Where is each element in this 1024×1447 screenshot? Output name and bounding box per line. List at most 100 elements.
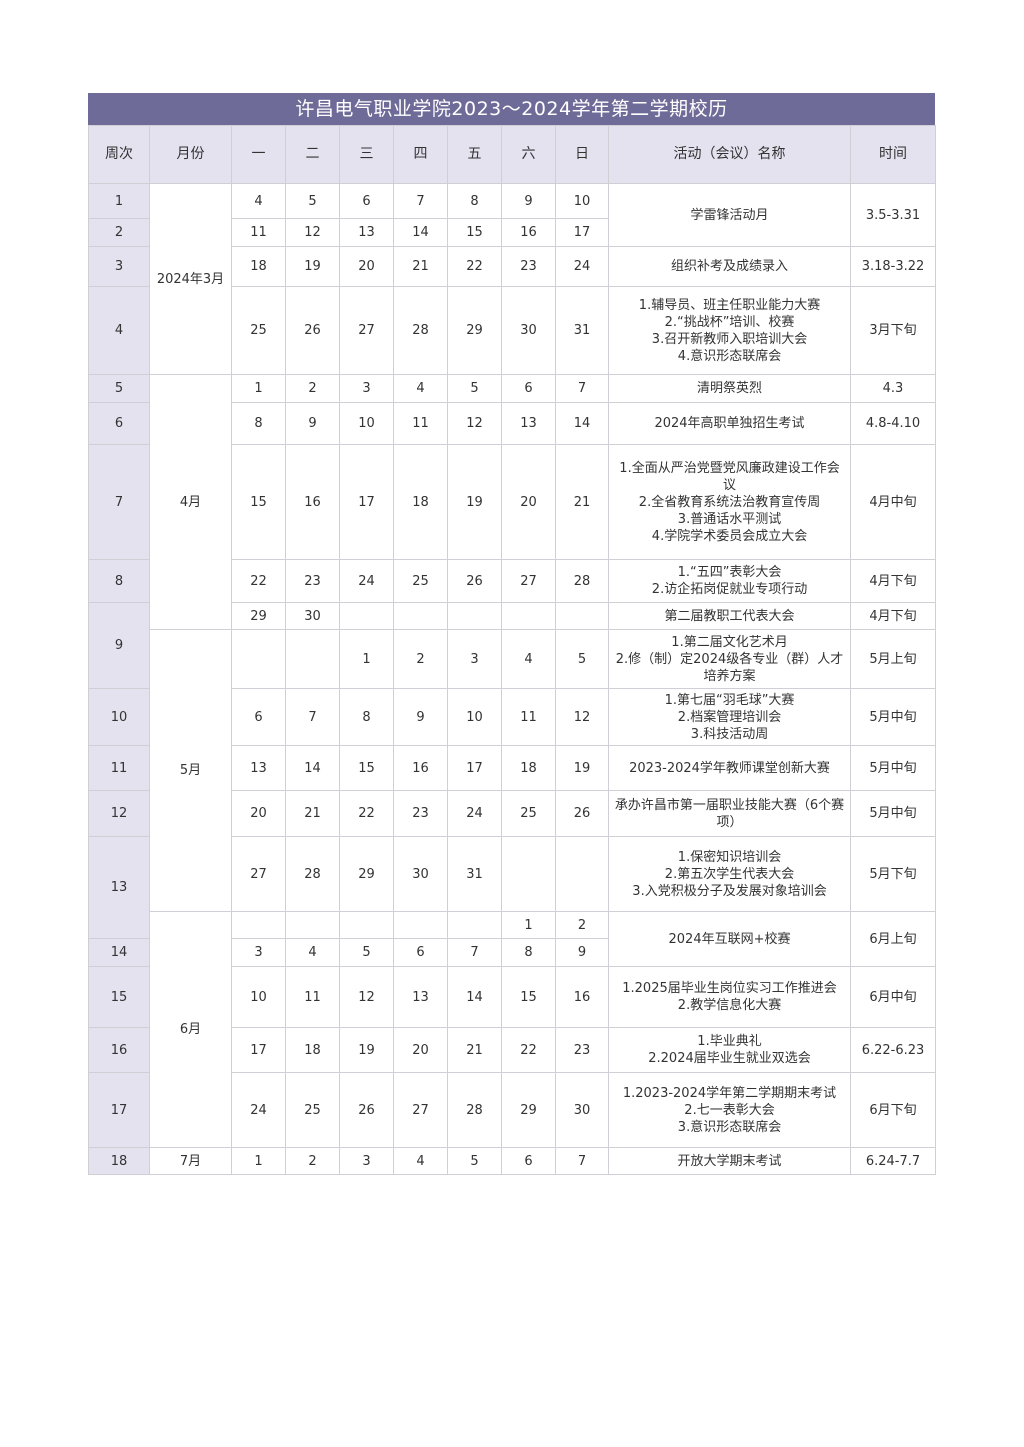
day-cell: 5: [447, 374, 502, 403]
activity-cell: 1.第二届文化艺术月 2.修（制）定2024级各专业（群）人才培养方案: [608, 629, 851, 689]
day-cell: 5: [555, 629, 609, 689]
time-cell: 6.24-7.7: [850, 1147, 936, 1175]
day-cell: [339, 911, 394, 939]
activity-line: 学雷锋活动月: [690, 207, 769, 223]
day-cell: 20: [231, 790, 286, 837]
column-header: 时间: [850, 125, 936, 184]
day-cell: 2: [285, 1147, 340, 1175]
column-header: 日: [555, 125, 609, 184]
day-cell: 28: [555, 559, 609, 603]
activity-line: 1.辅导员、班主任职业能力大赛: [638, 297, 821, 313]
table-row: 5 4月 1 2 3 4 5 6 7 清明祭英烈 4.3: [88, 374, 936, 630]
day-cell: 10: [231, 966, 286, 1028]
time-cell: 5月中旬: [850, 790, 936, 837]
day-cell: 4: [501, 629, 556, 689]
day-cell: 6: [393, 938, 448, 967]
day-cell: 6: [501, 1147, 556, 1175]
activity-line: 2024年互联网+校赛: [668, 931, 791, 947]
activity-cell: 1.2023-2024学年第二学期期末考试 2.七一表彰大会 3.意识形态联席会: [608, 1072, 851, 1148]
day-cell: 17: [447, 745, 502, 791]
activity-cell: 2023-2024学年教师课堂创新大赛: [608, 745, 851, 791]
month-cell: 4月: [149, 374, 232, 630]
day-cell: [501, 836, 556, 912]
day-cell: 8: [339, 688, 394, 746]
day-cell: 21: [393, 246, 448, 287]
day-cell: 11: [285, 966, 340, 1028]
activity-cell: 1.第七届“羽毛球”大赛 2.档案管理培训会 3.科技活动周: [608, 688, 851, 746]
week-number: 1: [88, 183, 150, 219]
day-cell: 28: [285, 836, 340, 912]
table-row: 15 10 11 12 13 14 15 16 1.2025届毕业生岗位实习工作推进会 2.教学信…: [88, 966, 936, 1028]
activity-line: 1.全面从严治党暨党风廉政建设工作会议: [619, 460, 840, 493]
day-cell: [555, 602, 609, 630]
day-cell: 29: [339, 836, 394, 912]
column-header: 六: [501, 125, 556, 184]
week-number: 8: [88, 559, 150, 603]
table-row: 3 18 19 20 21 22 23 24 组织补考及成绩录入 3.18-3.22: [88, 246, 936, 287]
day-cell: 1: [501, 911, 556, 939]
time-cell: 4月下旬: [850, 559, 936, 603]
week-number: 15: [88, 966, 150, 1028]
day-cell: 22: [501, 1027, 556, 1073]
time-cell: 5月中旬: [850, 688, 936, 746]
day-cell: 21: [447, 1027, 502, 1073]
time-cell: 3.18-3.22: [850, 246, 936, 287]
table-row: 13 27 28 29 30 31 1.保密知识培训会 2.第五次学生代表大会 3.入党积极分子…: [88, 836, 936, 939]
activity-line: 2024年高职单独招生考试: [654, 416, 805, 431]
column-header: 周次: [88, 125, 150, 184]
week-number: 4: [88, 286, 150, 375]
day-cell: 31: [555, 286, 609, 375]
week-number: 16: [88, 1027, 150, 1073]
activity-line: 3.召开新教师入职培训大会: [651, 331, 808, 347]
day-cell: 29: [231, 602, 286, 630]
activity-line: 第二届教职工代表大会: [664, 608, 795, 624]
day-cell: 28: [393, 286, 448, 375]
time-cell: 4月中旬: [850, 444, 936, 560]
day-cell: 12: [447, 402, 502, 445]
week-number: 7: [88, 444, 150, 560]
activity-line: 2.七一表彰大会: [684, 1102, 775, 1118]
day-cell: 30: [501, 286, 556, 375]
day-cell: [285, 911, 340, 939]
activity-line: 1.“五四”表彰大会: [677, 565, 782, 580]
day-cell: 2: [555, 911, 609, 939]
day-cell: 4: [393, 374, 448, 403]
activity-cell: 开放大学期末考试: [608, 1147, 851, 1175]
day-cell: 16: [393, 745, 448, 791]
activity-cell: 承办许昌市第一届职业技能大赛（6个赛项）: [608, 790, 851, 837]
calendar-table: 周次 月份一二三四五六日活动（会议）名称 时间 1 2024年3月 4 5 6 7 8 9 10 学雷…: [88, 125, 936, 1175]
week-number: 9: [88, 602, 150, 689]
month-cell: 7月: [149, 1147, 232, 1175]
time-cell: 6.22-6.23: [850, 1027, 936, 1073]
table-row: 10 6 7 8 9 10 11 12 1.第七届“羽毛球”大赛 2.档案管理培训会 3.科技活动周…: [88, 688, 936, 746]
activity-line: 1.2023-2024学年第二学期期末考试: [622, 1085, 837, 1101]
day-cell: 7: [447, 938, 502, 967]
day-cell: 19: [339, 1027, 394, 1073]
activity-line: 2.修（制）定2024级各专业（群）人才培养方案: [615, 651, 844, 684]
day-cell: 1: [339, 629, 394, 689]
day-cell: 3: [447, 629, 502, 689]
day-cell: 20: [339, 246, 394, 287]
activity-line: 1.保密知识培训会: [677, 849, 782, 865]
time-cell: 3.5-3.31: [850, 183, 936, 247]
day-cell: [231, 911, 286, 939]
activity-line: 4.意识形态联席会: [677, 348, 782, 364]
day-cell: 1: [231, 374, 286, 403]
time-cell: 4月下旬: [850, 602, 936, 630]
table-row: 7 15 16 17 18 19 20 21 1.全面从严治党暨党风廉政建设工作会议 2.全省教育…: [88, 444, 936, 560]
activity-cell: 学雷锋活动月: [608, 183, 851, 247]
column-header: 月份: [149, 125, 232, 184]
day-cell: 10: [339, 402, 394, 445]
day-cell: 3: [339, 374, 394, 403]
column-header: 二: [285, 125, 340, 184]
day-cell: 27: [501, 559, 556, 603]
day-cell: 14: [285, 745, 340, 791]
day-cell: 29: [501, 1072, 556, 1148]
activity-cell: 1.“五四”表彰大会 2.访企拓岗促就业专项行动: [608, 559, 851, 603]
day-cell: 24: [339, 559, 394, 603]
day-cell: 13: [231, 745, 286, 791]
activity-line: 1.第二届文化艺术月: [671, 634, 788, 650]
day-cell: 17: [555, 218, 609, 247]
day-cell: 15: [501, 966, 556, 1028]
day-cell: 12: [555, 688, 609, 746]
